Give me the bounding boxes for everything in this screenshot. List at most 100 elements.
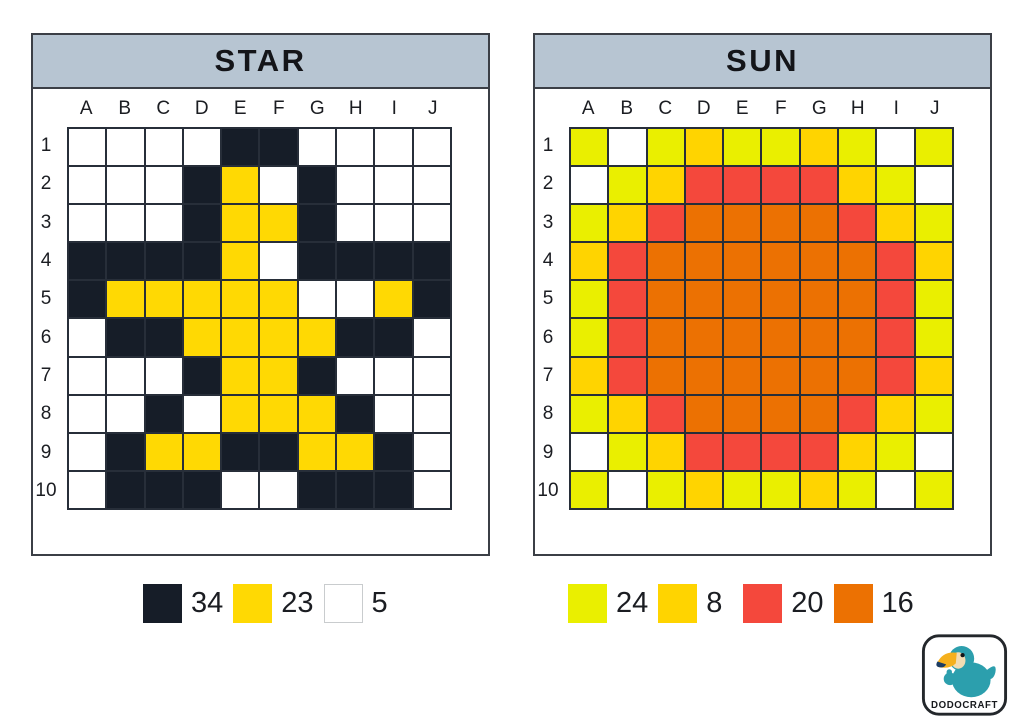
sun-legend: 24 8 20 16 — [568, 584, 914, 623]
grid-cell-I7 — [876, 356, 915, 395]
row-label-5: 5 — [542, 288, 554, 310]
grid-cell-C8 — [646, 394, 685, 433]
row-label-9: 9 — [542, 441, 554, 463]
grid-cell-G5 — [297, 280, 337, 319]
grid-cell-C9 — [144, 432, 183, 471]
grid-cell-F8 — [259, 394, 298, 433]
grid-cell-I10 — [374, 470, 413, 509]
grid-cell-D2 — [684, 166, 724, 205]
grid-cell-F10 — [761, 470, 800, 509]
sun-board: A B C D E F G H I J 1 2 3 4 5 6 7 8 9 10 — [535, 90, 990, 510]
grid-cell-I3 — [876, 204, 915, 243]
grid-cell-I9 — [876, 432, 915, 471]
grid-cell-I1 — [876, 128, 915, 167]
legend-item: 16 — [833, 584, 914, 623]
grid-cell-A6 — [570, 318, 609, 357]
grid-cell-E9 — [723, 432, 762, 471]
grid-cell-H7 — [838, 356, 877, 395]
grid-cell-J7 — [412, 356, 451, 395]
grid-cell-I6 — [374, 318, 413, 357]
grid-cell-B2 — [608, 166, 647, 205]
grid-cell-C3 — [646, 204, 685, 243]
grid-cell-I3 — [374, 204, 413, 243]
grid-cell-B9 — [106, 432, 145, 471]
grid-cell-D3 — [684, 204, 724, 243]
row-label-3: 3 — [542, 211, 554, 233]
row-label-10: 10 — [537, 479, 559, 501]
column-label-H: H — [850, 97, 865, 119]
grid-cell-F2 — [259, 166, 298, 205]
grid-cell-J1 — [914, 128, 953, 167]
grid-cell-B5 — [106, 280, 145, 319]
grid-cell-F9 — [761, 432, 800, 471]
grid-cell-C8 — [144, 394, 183, 433]
column-label-B: B — [620, 97, 634, 119]
grid-cell-B7 — [608, 356, 647, 395]
grid-cell-H10 — [336, 470, 375, 509]
grid-cell-B4 — [608, 242, 647, 281]
grid-cell-A4 — [68, 242, 107, 281]
grid-cell-H1 — [838, 128, 877, 167]
grid-cell-G6 — [799, 318, 839, 357]
grid-cell-J8 — [914, 394, 953, 433]
grid-cell-F2 — [761, 166, 800, 205]
grid-cell-J10 — [412, 470, 451, 509]
grid-cell-J5 — [412, 280, 451, 319]
grid-cell-D3 — [182, 204, 222, 243]
grid-cell-E1 — [221, 128, 260, 167]
grid-cell-I10 — [876, 470, 915, 509]
legend-count: 34 — [191, 587, 224, 619]
grid-cell-C4 — [646, 242, 685, 281]
grid-cell-E5 — [723, 280, 762, 319]
grid-cell-A5 — [570, 280, 609, 319]
column-label-D: D — [194, 97, 209, 119]
grid-cell-F5 — [761, 280, 800, 319]
grid-cell-C2 — [144, 166, 183, 205]
row-label-8: 8 — [40, 403, 52, 425]
grid-cell-C5 — [646, 280, 685, 319]
row-label-2: 2 — [40, 173, 52, 195]
grid-cell-D5 — [684, 280, 724, 319]
sun-row-labels: 1 2 3 4 5 6 7 8 9 10 — [535, 127, 569, 510]
grid-cell-A8 — [570, 394, 609, 433]
grid-cell-G7 — [799, 356, 839, 395]
star-panel-header: STAR — [33, 35, 488, 89]
legend-swatch — [143, 584, 182, 623]
grid-cell-I4 — [374, 242, 413, 281]
grid-cell-A2 — [68, 166, 107, 205]
grid-cell-G10 — [297, 470, 337, 509]
grid-cell-C7 — [646, 356, 685, 395]
grid-cell-B1 — [608, 128, 647, 167]
grid-cell-H8 — [838, 394, 877, 433]
row-label-6: 6 — [542, 326, 554, 348]
column-label-F: F — [272, 97, 285, 119]
grid-cell-C7 — [144, 356, 183, 395]
grid-cell-A10 — [68, 470, 107, 509]
star-legend: 34 23 5 — [143, 584, 399, 623]
grid-cell-D10 — [182, 470, 222, 509]
grid-cell-D5 — [182, 280, 222, 319]
dodo-bird-icon: DODOCRAFT — [921, 634, 1008, 716]
grid-cell-J6 — [914, 318, 953, 357]
grid-cell-I1 — [374, 128, 413, 167]
column-label-C: C — [658, 97, 673, 119]
legend-count: 16 — [881, 587, 914, 619]
dodo-beak-tip — [936, 661, 947, 668]
grid-cell-B3 — [106, 204, 145, 243]
grid-cell-C1 — [144, 128, 183, 167]
grid-cell-D6 — [182, 318, 222, 357]
grid-cell-E8 — [723, 394, 762, 433]
grid-cell-F4 — [761, 242, 800, 281]
row-label-5: 5 — [40, 288, 52, 310]
column-label-H: H — [348, 97, 363, 119]
grid-cell-A8 — [68, 394, 107, 433]
star-pixel-grid — [67, 127, 452, 510]
grid-cell-G1 — [799, 128, 839, 167]
legend-swatch — [658, 584, 698, 623]
grid-cell-C4 — [144, 242, 183, 281]
grid-cell-B10 — [106, 470, 145, 509]
grid-cell-D7 — [684, 356, 724, 395]
grid-cell-H10 — [838, 470, 877, 509]
grid-cell-F4 — [259, 242, 298, 281]
star-panel-title: STAR — [214, 43, 307, 78]
